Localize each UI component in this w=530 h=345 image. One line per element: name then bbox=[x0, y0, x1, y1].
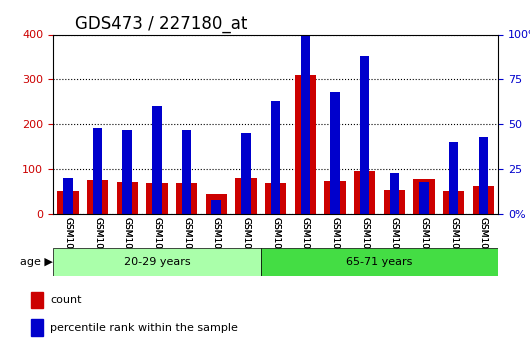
Bar bbox=[271, 101, 280, 214]
Bar bbox=[57, 191, 78, 214]
Bar bbox=[87, 180, 108, 214]
Bar bbox=[419, 181, 429, 214]
Bar bbox=[301, 0, 310, 214]
Text: GSM10363: GSM10363 bbox=[271, 217, 280, 267]
Text: age ▶: age ▶ bbox=[20, 257, 53, 267]
Bar bbox=[117, 181, 138, 214]
Bar bbox=[241, 133, 251, 214]
Bar bbox=[384, 190, 405, 214]
Text: GSM10359: GSM10359 bbox=[153, 217, 161, 267]
Text: GSM10364: GSM10364 bbox=[301, 217, 310, 266]
Bar bbox=[324, 181, 346, 214]
Text: GSM10370: GSM10370 bbox=[479, 217, 488, 267]
Bar bbox=[206, 194, 227, 214]
Text: GSM10359: GSM10359 bbox=[153, 217, 161, 267]
Bar bbox=[390, 172, 399, 214]
Bar bbox=[122, 130, 132, 214]
Text: GSM10355: GSM10355 bbox=[93, 217, 102, 267]
Text: GSM10367: GSM10367 bbox=[390, 217, 399, 267]
Text: GSM10368: GSM10368 bbox=[420, 217, 428, 267]
Text: GSM10356: GSM10356 bbox=[123, 217, 131, 267]
Bar bbox=[443, 191, 464, 214]
Text: GSM10361: GSM10361 bbox=[212, 217, 220, 267]
Bar bbox=[473, 186, 494, 214]
Text: GSM10364: GSM10364 bbox=[301, 217, 310, 266]
Text: count: count bbox=[50, 295, 82, 305]
Text: GDS473 / 227180_at: GDS473 / 227180_at bbox=[75, 15, 248, 33]
Text: GSM10362: GSM10362 bbox=[242, 217, 250, 266]
Text: GSM10356: GSM10356 bbox=[123, 217, 131, 267]
Bar bbox=[360, 56, 369, 214]
Text: GSM10367: GSM10367 bbox=[390, 217, 399, 267]
Bar bbox=[265, 183, 286, 214]
Bar bbox=[182, 130, 191, 214]
Bar bbox=[449, 142, 458, 214]
FancyBboxPatch shape bbox=[53, 248, 261, 276]
Bar bbox=[413, 179, 435, 214]
Text: GSM10354: GSM10354 bbox=[64, 217, 72, 266]
Bar bbox=[31, 292, 43, 308]
Bar bbox=[235, 178, 257, 214]
Bar bbox=[479, 137, 488, 214]
Text: GSM10362: GSM10362 bbox=[242, 217, 250, 266]
Text: GSM10366: GSM10366 bbox=[360, 217, 369, 267]
Bar bbox=[176, 183, 197, 214]
Text: GSM10370: GSM10370 bbox=[479, 217, 488, 267]
Bar bbox=[211, 199, 221, 214]
Text: GSM10360: GSM10360 bbox=[182, 217, 191, 267]
Bar bbox=[31, 319, 43, 336]
Text: GSM10354: GSM10354 bbox=[64, 217, 72, 266]
Text: GSM10365: GSM10365 bbox=[331, 217, 339, 267]
Text: percentile rank within the sample: percentile rank within the sample bbox=[50, 323, 238, 333]
Text: GSM10355: GSM10355 bbox=[93, 217, 102, 267]
Text: GSM10365: GSM10365 bbox=[331, 217, 339, 267]
FancyBboxPatch shape bbox=[261, 248, 498, 276]
Bar bbox=[330, 92, 340, 214]
Text: GSM10361: GSM10361 bbox=[212, 217, 220, 267]
Text: GSM10363: GSM10363 bbox=[271, 217, 280, 267]
Text: GSM10369: GSM10369 bbox=[449, 217, 458, 267]
Bar bbox=[63, 178, 73, 214]
Text: 20-29 years: 20-29 years bbox=[123, 257, 190, 267]
Bar bbox=[152, 106, 162, 214]
Text: GSM10369: GSM10369 bbox=[449, 217, 458, 267]
Text: 65-71 years: 65-71 years bbox=[346, 257, 413, 267]
Text: GSM10368: GSM10368 bbox=[420, 217, 428, 267]
Bar bbox=[295, 75, 316, 214]
Bar bbox=[146, 184, 167, 214]
Text: GSM10366: GSM10366 bbox=[360, 217, 369, 267]
Text: GSM10360: GSM10360 bbox=[182, 217, 191, 267]
Bar bbox=[93, 128, 102, 214]
Bar bbox=[354, 171, 375, 214]
